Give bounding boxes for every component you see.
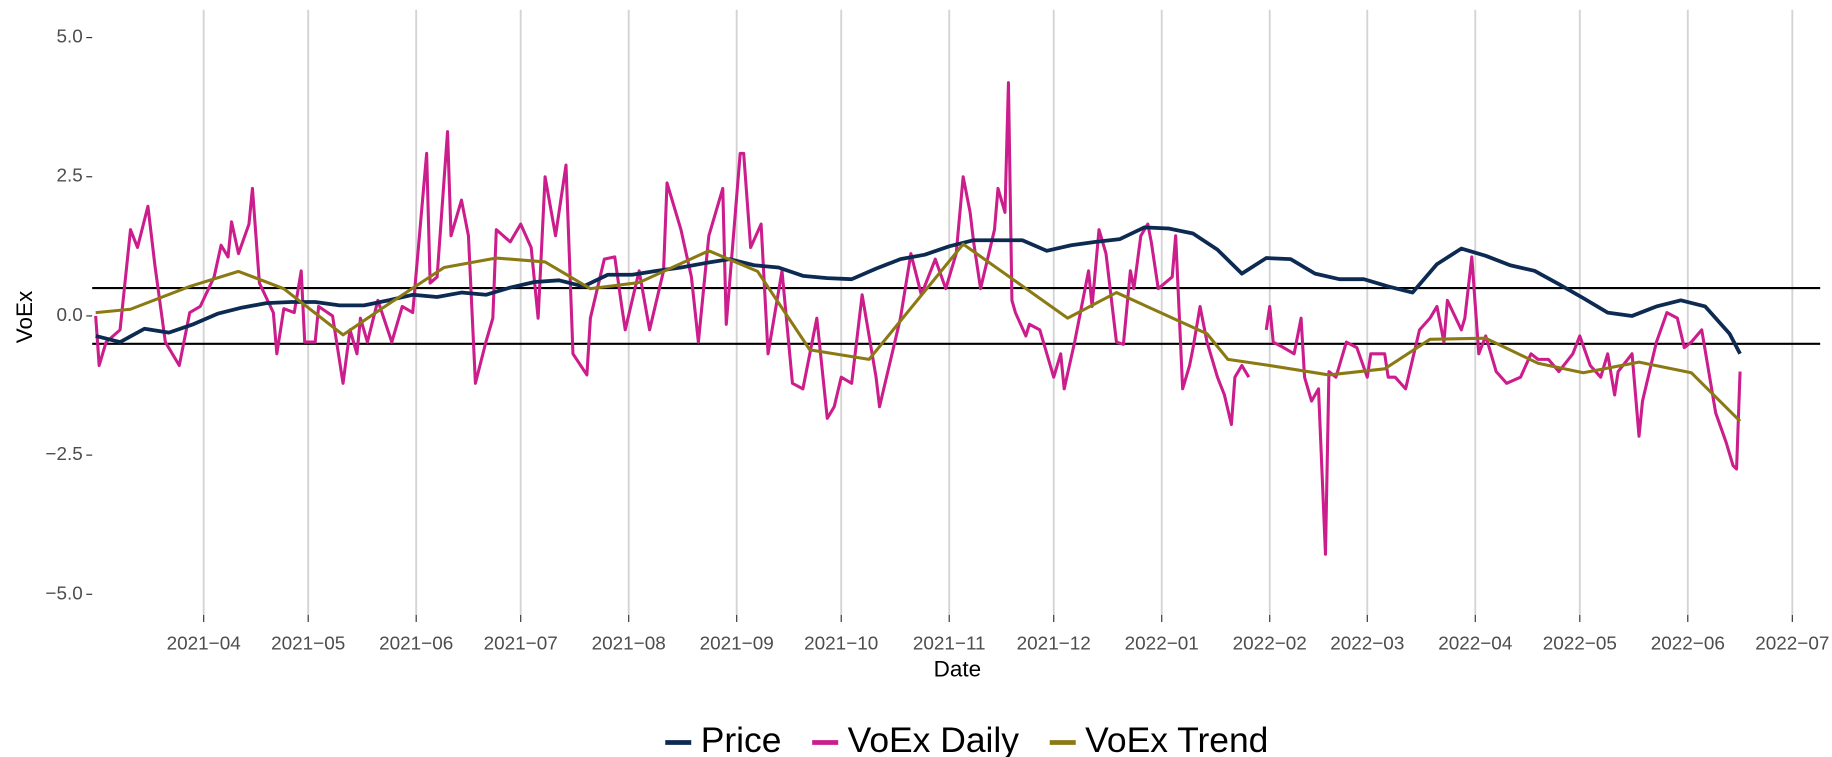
x-tick-label: 2021−12 [1017,633,1091,654]
y-tick-label: 0.0 [56,305,82,326]
x-tick-label: 2022−02 [1233,633,1307,654]
legend-label: Price [701,720,782,757]
x-tick-label: 2021−05 [271,633,345,654]
grid [202,9,1794,622]
y-tick-label: 5.0 [56,27,82,48]
y-tick-label: −2.5 [45,444,82,465]
x-tick-label: 2022−06 [1651,633,1725,654]
x-tick-label: 2022−03 [1330,633,1404,654]
y-axis-title: VoEx [12,291,37,343]
x-tick-label: 2022−07 [1755,633,1829,654]
legend: Price VoEx Daily VoEx Trend [665,720,1268,757]
x-tick-label: 2021−04 [167,633,241,654]
x-tick-label: 2022−05 [1543,633,1617,654]
x-tick-label: 2021−11 [913,633,986,654]
series-line [95,242,1742,423]
series-line [95,225,1742,355]
x-tick-label: 2021−08 [592,633,666,654]
legend-label: VoEx Trend [1085,720,1268,757]
series-line [94,81,1742,556]
legend-label: VoEx Daily [848,720,1020,757]
x-tick-label: 2021−09 [700,633,774,654]
x-axis-title: Date [934,656,981,681]
x-tick-label: 2022−01 [1125,633,1199,654]
x-tick-label: 2022−04 [1438,633,1512,654]
x-tick-label: 2021−06 [379,633,453,654]
y-tick-label: 2.5 [56,166,82,187]
x-tick-label: 2021−07 [484,633,558,654]
x-tick-label: 2021−10 [804,633,878,654]
y-tick-label: −5.0 [45,583,82,604]
